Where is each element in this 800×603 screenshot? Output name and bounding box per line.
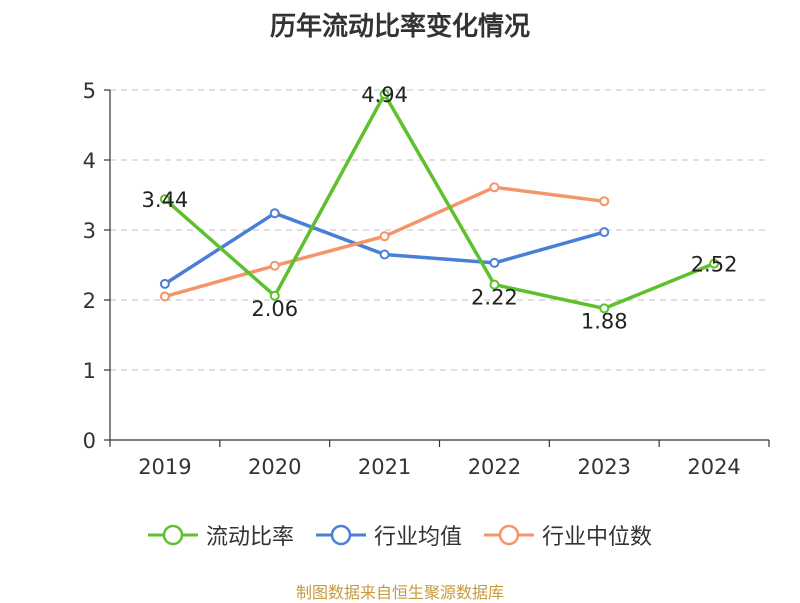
source-note: 制图数据来自恒生聚源数据库 — [295, 583, 504, 602]
data-point — [159, 278, 170, 289]
grid-lines — [110, 89, 769, 371]
series-lines — [159, 89, 720, 314]
legend-label: 行业中位数 — [542, 525, 653, 550]
chart-title: 历年流动比率变化情况 — [269, 12, 530, 42]
legend-item[interactable]: 行业均值 — [315, 519, 462, 551]
x-tick-label: 2022 — [468, 455, 521, 479]
legend-label: 行业均值 — [373, 525, 462, 550]
data-point — [379, 231, 390, 242]
data-labels: 3.44 2.06 4.94 2.22 1.88 2.52 — [142, 83, 738, 333]
data-point — [489, 279, 500, 290]
legend-line-circle-icon — [147, 524, 198, 546]
data-label: 2.06 — [251, 297, 298, 321]
y-tick-label: 2 — [83, 289, 96, 313]
data-point — [489, 257, 500, 268]
axes: 0 1 2 3 4 5 2019 2020 2021 2022 2023 2024 — [83, 79, 770, 479]
data-label: 4.94 — [361, 83, 408, 107]
data-label: 2.22 — [471, 286, 518, 310]
legend-line-circle-icon — [484, 524, 534, 546]
data-point — [709, 258, 720, 269]
series-line — [163, 211, 605, 286]
x-tick-label: 2020 — [248, 455, 301, 479]
data-point — [599, 196, 610, 207]
data-point — [599, 227, 610, 238]
data-point — [159, 291, 170, 302]
series-line — [163, 92, 715, 311]
y-tick-label: 0 — [83, 429, 96, 453]
data-point — [379, 89, 390, 100]
data-point — [159, 194, 170, 205]
legend-item[interactable]: 行业中位数 — [484, 519, 652, 551]
y-tick-label: 3 — [83, 219, 96, 243]
data-point — [379, 249, 390, 260]
data-point — [599, 303, 610, 314]
legend-item[interactable]: 流动比率 — [147, 519, 294, 551]
legend-label: 流动比率 — [205, 525, 294, 550]
x-tick-label: 2021 — [358, 455, 411, 479]
data-point — [489, 182, 500, 193]
x-tick-label: 2023 — [578, 455, 631, 479]
legend-line-circle-icon — [315, 524, 366, 546]
y-tick-label: 5 — [83, 79, 96, 103]
data-label: 3.44 — [142, 188, 189, 212]
data-point — [269, 260, 280, 271]
data-point — [269, 290, 280, 301]
x-tick-label: 2019 — [138, 455, 191, 479]
legend: 流动比率 行业均值 行业中位数 — [0, 519, 800, 551]
x-tick-label: 2024 — [687, 455, 740, 479]
y-tick-label: 1 — [83, 359, 96, 383]
data-label: 2.52 — [691, 253, 738, 277]
data-label: 1.88 — [581, 309, 628, 333]
y-tick-label: 4 — [83, 149, 96, 173]
data-point — [269, 208, 280, 219]
